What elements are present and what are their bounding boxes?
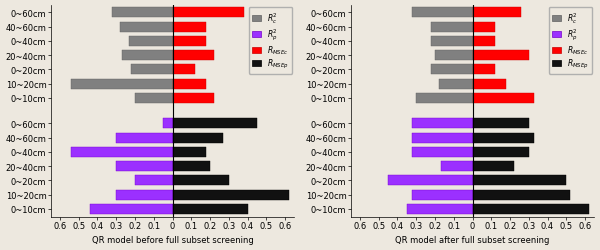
Bar bbox=[131, 65, 173, 75]
Bar bbox=[440, 162, 473, 172]
Bar bbox=[407, 204, 473, 214]
Bar bbox=[435, 51, 473, 61]
Bar bbox=[473, 162, 514, 172]
Bar bbox=[431, 37, 473, 47]
Bar bbox=[473, 51, 529, 61]
Bar bbox=[173, 51, 214, 61]
Bar bbox=[173, 176, 229, 186]
Bar bbox=[163, 119, 173, 129]
Legend: $R_c^2$, $R_p^2$, $R_{MSEc}$, $R_{MSEp}$: $R_c^2$, $R_p^2$, $R_{MSEc}$, $R_{MSEp}$ bbox=[549, 8, 592, 74]
Bar bbox=[412, 190, 473, 200]
Bar bbox=[135, 94, 173, 104]
Bar bbox=[439, 79, 473, 89]
Bar bbox=[473, 22, 495, 32]
Bar bbox=[473, 133, 535, 143]
Bar bbox=[473, 176, 566, 186]
Bar bbox=[473, 65, 495, 75]
Bar bbox=[173, 190, 289, 200]
Bar bbox=[431, 22, 473, 32]
Bar bbox=[112, 8, 173, 18]
Bar bbox=[71, 147, 173, 157]
Bar bbox=[473, 204, 589, 214]
Bar bbox=[116, 133, 173, 143]
Bar bbox=[473, 119, 529, 129]
Bar bbox=[388, 176, 473, 186]
Bar bbox=[173, 22, 206, 32]
Bar bbox=[473, 190, 570, 200]
Bar bbox=[173, 65, 195, 75]
Bar bbox=[173, 119, 257, 129]
Bar bbox=[173, 133, 223, 143]
Bar bbox=[173, 162, 210, 172]
Bar bbox=[173, 94, 214, 104]
Bar bbox=[173, 204, 248, 214]
X-axis label: QR model after full subset screening: QR model after full subset screening bbox=[395, 236, 550, 244]
Bar bbox=[412, 8, 473, 18]
Bar bbox=[120, 22, 173, 32]
X-axis label: QR model before full subset screening: QR model before full subset screening bbox=[92, 236, 253, 244]
Bar bbox=[173, 37, 206, 47]
Bar bbox=[473, 147, 529, 157]
Legend: $R_c^2$, $R_p^2$, $R_{MSEc}$, $R_{MSEp}$: $R_c^2$, $R_p^2$, $R_{MSEc}$, $R_{MSEp}$ bbox=[249, 8, 292, 74]
Bar bbox=[173, 8, 244, 18]
Bar bbox=[135, 176, 173, 186]
Bar bbox=[71, 79, 173, 89]
Bar bbox=[473, 37, 495, 47]
Bar bbox=[116, 190, 173, 200]
Bar bbox=[122, 51, 173, 61]
Bar bbox=[473, 8, 521, 18]
Bar bbox=[412, 133, 473, 143]
Bar bbox=[130, 37, 173, 47]
Bar bbox=[473, 79, 506, 89]
Bar bbox=[116, 162, 173, 172]
Bar bbox=[416, 94, 473, 104]
Bar bbox=[412, 147, 473, 157]
Bar bbox=[173, 147, 206, 157]
Bar bbox=[431, 65, 473, 75]
Bar bbox=[90, 204, 173, 214]
Bar bbox=[173, 79, 206, 89]
Bar bbox=[412, 119, 473, 129]
Bar bbox=[473, 94, 535, 104]
